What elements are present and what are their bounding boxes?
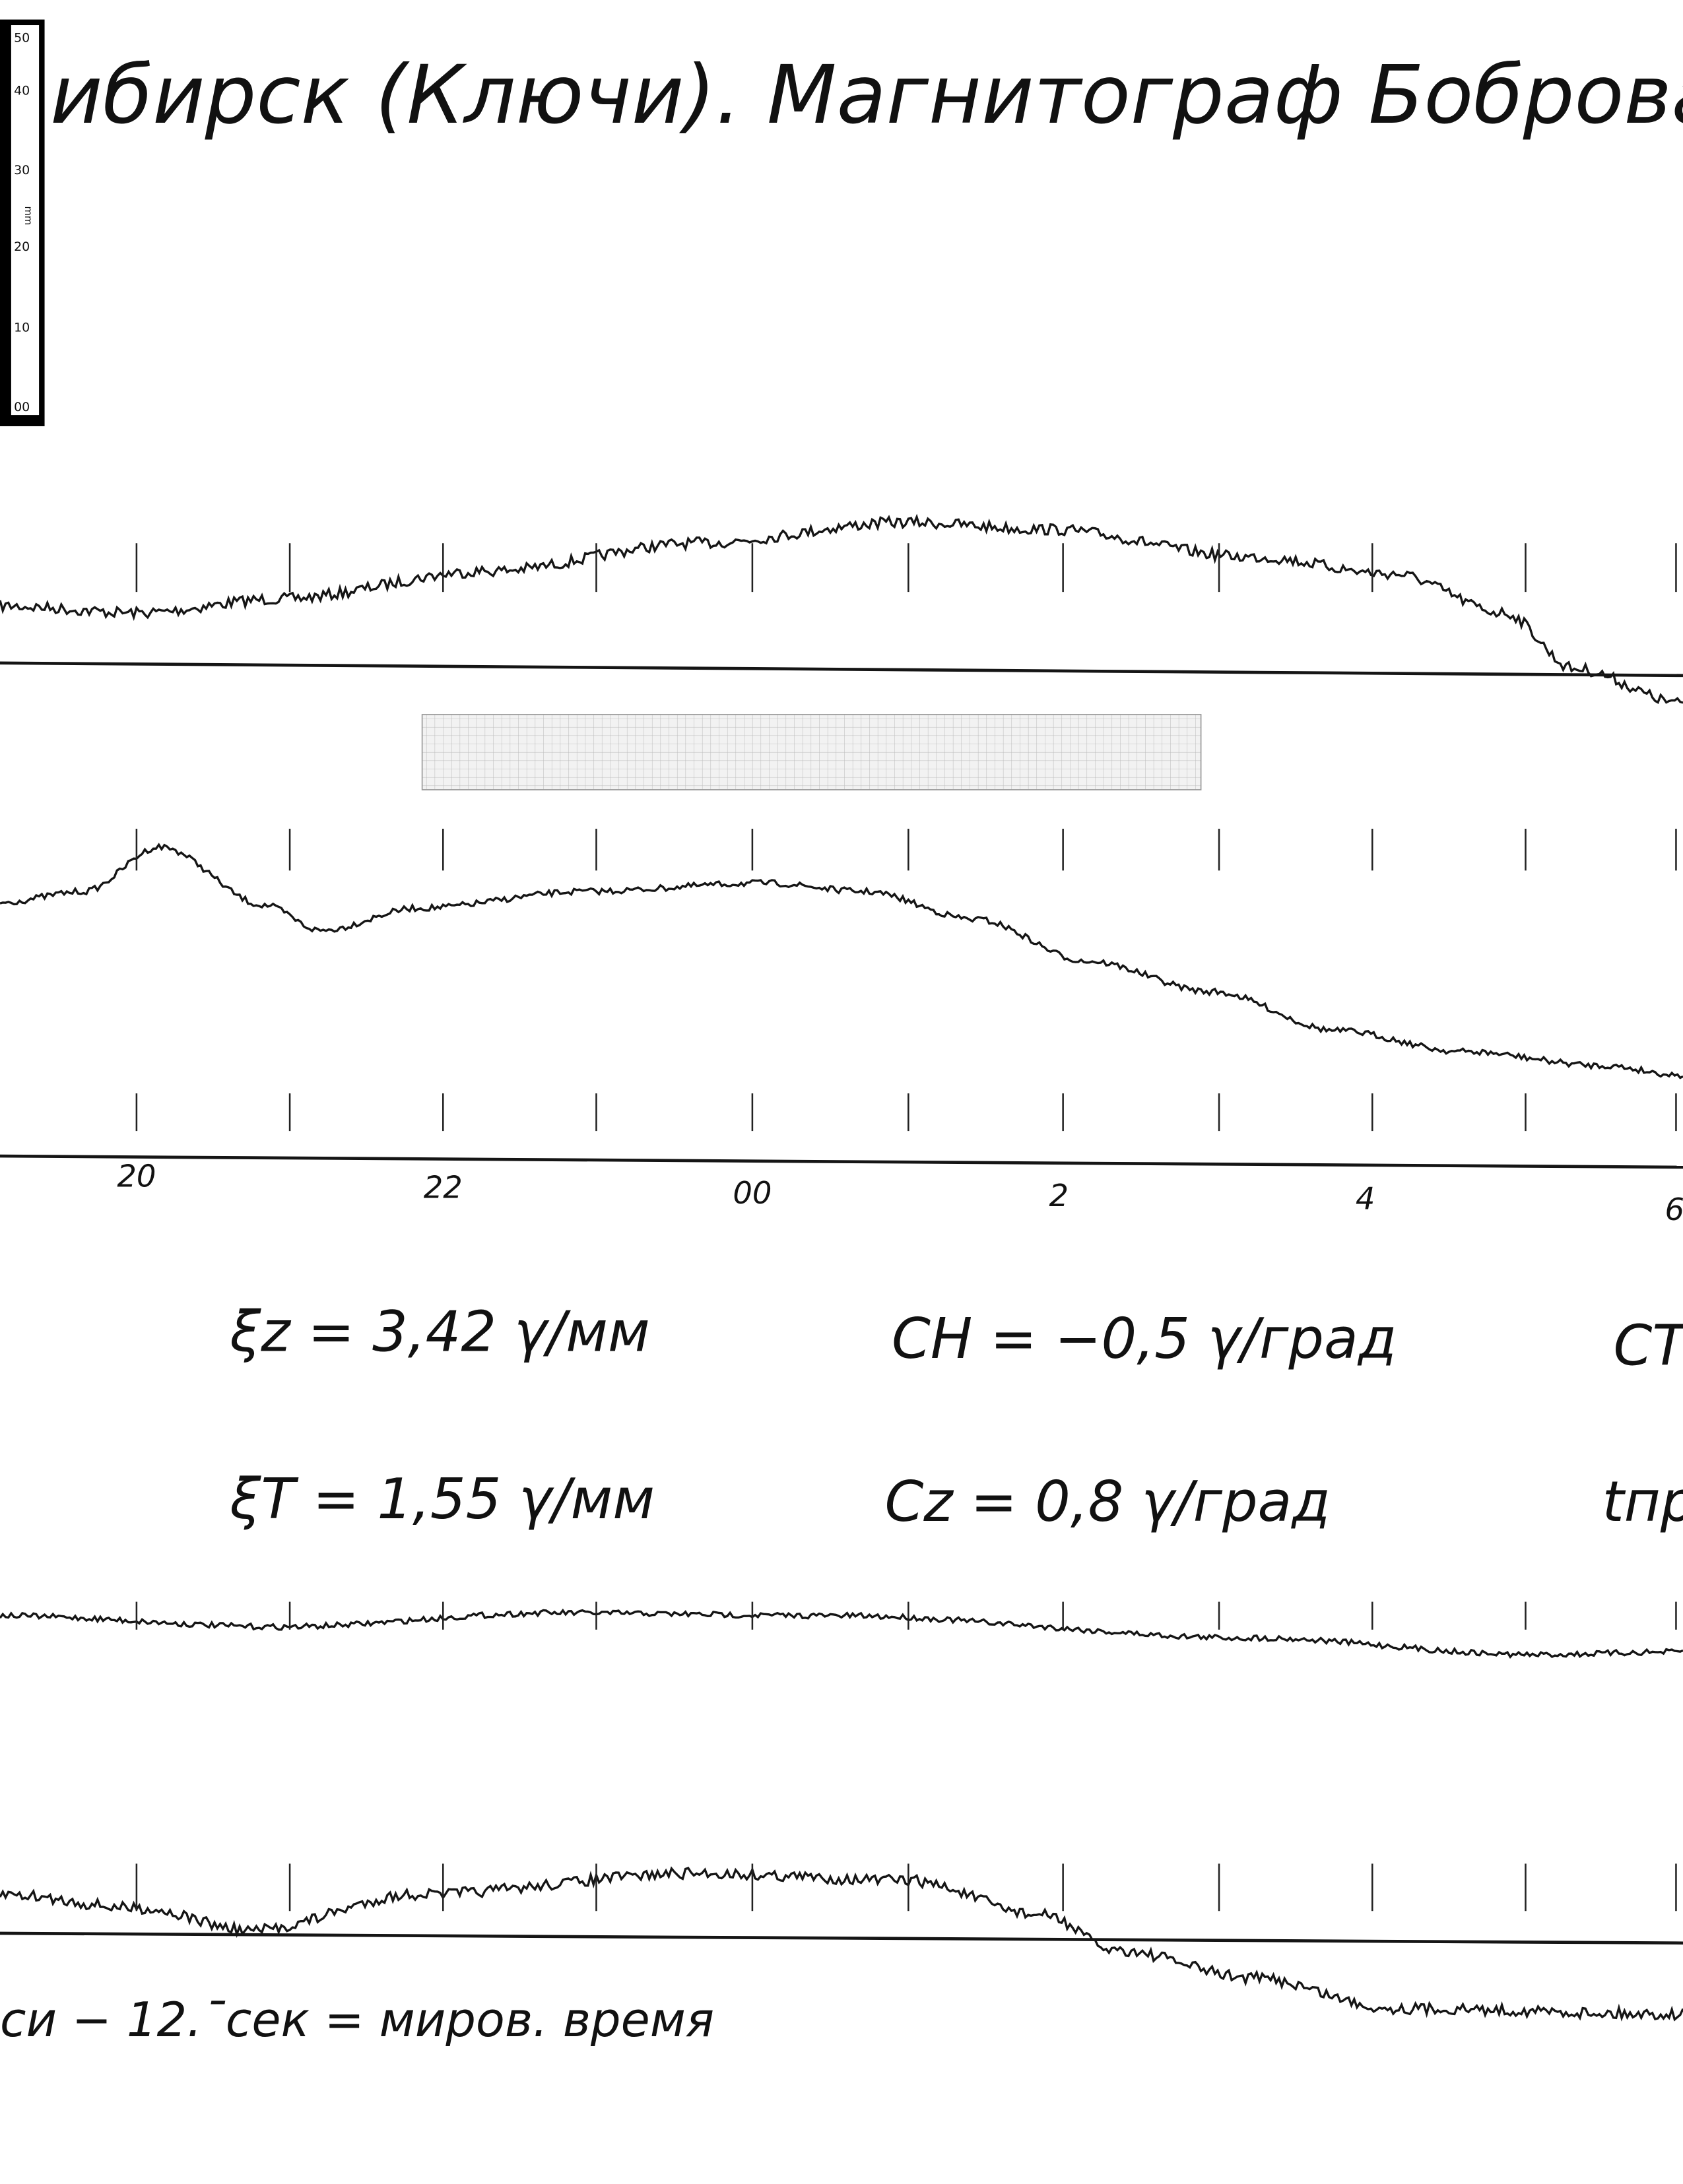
baseline (0, 661, 1683, 678)
grid-patch-lines (421, 714, 1202, 790)
constant: Cz = 0,8 γ/град (884, 1469, 1330, 1534)
time-label: 00 (733, 1175, 772, 1211)
ruler-unit: mm (22, 206, 34, 225)
constant: tпр (1602, 1469, 1683, 1534)
ruler-scale (11, 25, 40, 416)
time-label: 6 (1665, 1192, 1683, 1227)
constant: ξT = 1,55 γ/мм (229, 1467, 655, 1531)
ruler-label: 40 (14, 84, 30, 98)
baseline (0, 1931, 1683, 1945)
ruler: 50 40 30 20 10 00 mm (0, 19, 45, 426)
ruler-label: 10 (14, 320, 30, 335)
trace (0, 1866, 1683, 2022)
constant: CT = (1613, 1314, 1683, 1378)
ruler-label: 00 (14, 400, 30, 414)
time-label: 4 (1356, 1180, 1375, 1216)
trace (0, 513, 1683, 704)
baseline (0, 1154, 1683, 1169)
footer-note: си − 12.ˉсек = миров. время (0, 1992, 714, 2047)
ruler-label: 50 (14, 30, 30, 45)
ruler-label: 30 (14, 163, 30, 177)
trace (0, 843, 1683, 1079)
time-label: 22 (424, 1169, 463, 1205)
ruler-label: 20 (14, 240, 30, 254)
trace (0, 1608, 1683, 1659)
time-label: 20 (117, 1159, 156, 1194)
time-label: 2 (1049, 1178, 1069, 1213)
constant: CH = −0,5 γ/град (892, 1306, 1397, 1371)
title: ибирск (Ключи). Магнитограф Боброва I. (50, 48, 1683, 142)
constant: ξz = 3,42 γ/мм (229, 1300, 649, 1365)
traces (0, 513, 1683, 2022)
